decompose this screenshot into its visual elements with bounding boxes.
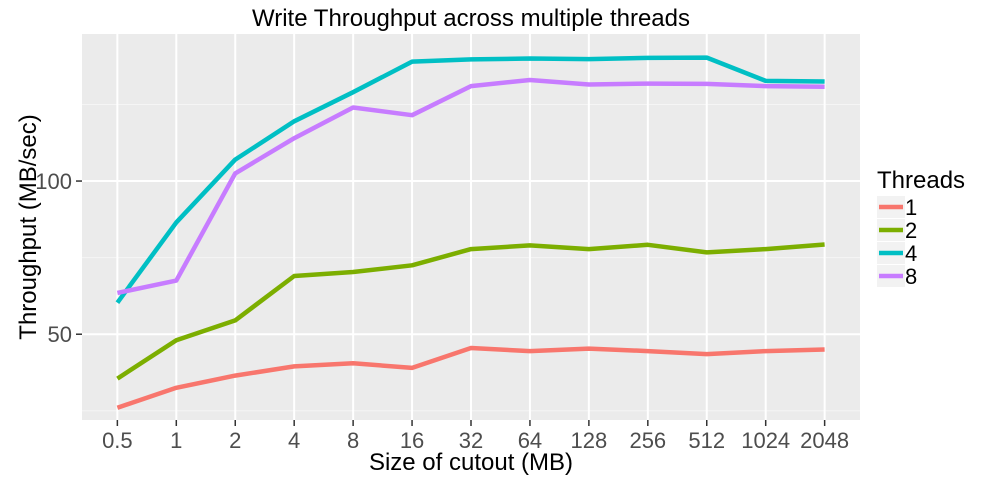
x-tick-label: 64	[518, 428, 542, 453]
series-line-4	[115, 55, 825, 305]
x-tick-label: 0.5	[102, 428, 133, 453]
major-gridlines	[82, 34, 860, 420]
chart-title: Write Throughput across multiple threads	[252, 5, 690, 32]
series-line-8	[116, 77, 825, 296]
x-axis-title: Size of cutout (MB)	[369, 449, 573, 476]
x-tick-label: 1	[170, 428, 182, 453]
legend-label-2: 2	[905, 218, 917, 243]
legend-label-1: 1	[905, 195, 917, 220]
x-tick-label: 2	[229, 428, 241, 453]
y-axis-title: Throughput (MB/sec)	[15, 114, 42, 339]
x-tick-label: 32	[459, 428, 483, 453]
x-tick-label: 256	[629, 428, 666, 453]
series-lines	[115, 55, 825, 410]
x-tick-label: 8	[347, 428, 359, 453]
legend-label-8: 8	[905, 264, 917, 289]
legend-label-4: 4	[905, 241, 917, 266]
x-tick-label: 512	[688, 428, 725, 453]
x-tick-label: 4	[288, 428, 300, 453]
series-line-2	[116, 242, 825, 381]
x-tick-label: 16	[400, 428, 424, 453]
y-tick-label: 100	[35, 169, 72, 194]
x-tick-label: 128	[571, 428, 608, 453]
series-line-1	[116, 345, 825, 410]
y-axis: 50 100	[35, 169, 82, 347]
x-axis: 0.5 1 2 4 8 16 32 64 128 256 512 1024 2048	[102, 420, 849, 453]
x-tick-label: 1024	[741, 428, 790, 453]
y-tick-label: 50	[48, 322, 72, 347]
legend-title: Threads	[877, 167, 965, 194]
x-tick-label: 2048	[800, 428, 849, 453]
